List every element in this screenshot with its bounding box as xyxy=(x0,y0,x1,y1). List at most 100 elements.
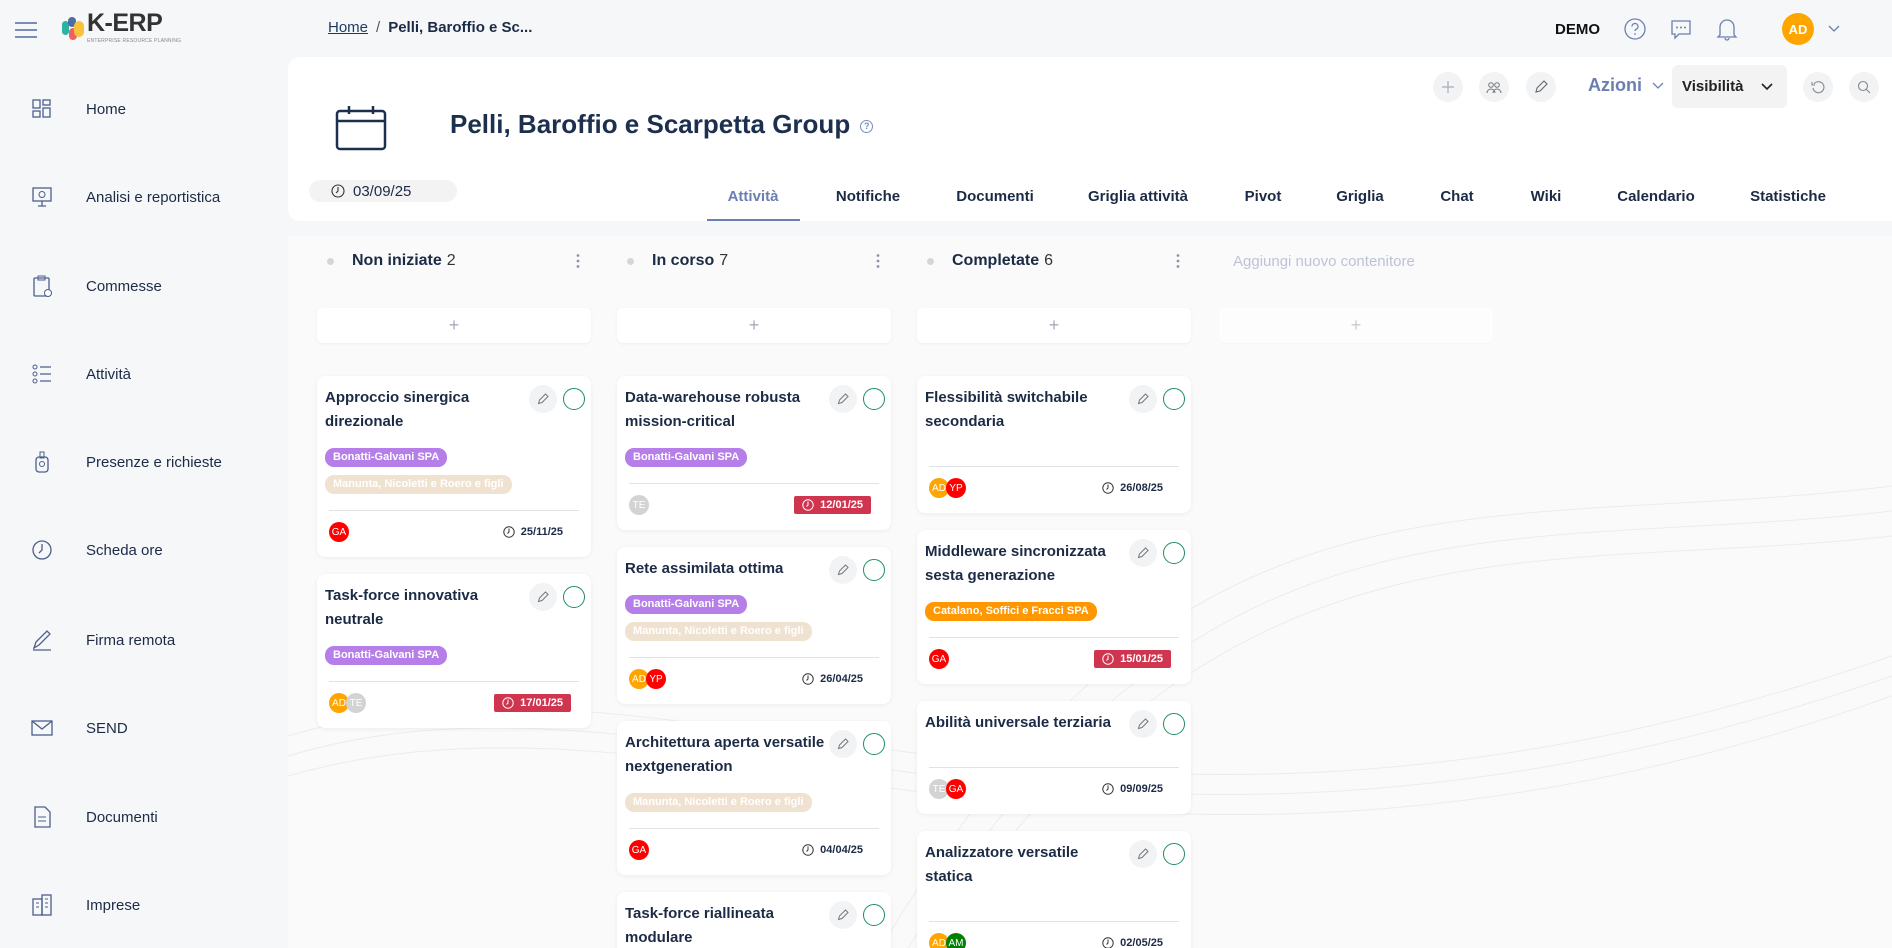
company-tag[interactable]: Manunta, Nicoletti e Roero e figli xyxy=(625,622,812,641)
company-tag[interactable]: Catalano, Soffici e Fracci SPA xyxy=(925,602,1097,621)
company-tag[interactable]: Bonatti-Galvani SPA xyxy=(325,448,448,467)
assignee-avatar[interactable]: GA xyxy=(946,779,966,799)
user-avatar[interactable]: AD xyxy=(1782,13,1814,45)
card-title[interactable]: Middleware sincronizzata sesta generazio… xyxy=(925,543,1106,584)
card-title[interactable]: Approccio sinergica direzionale xyxy=(325,389,470,430)
assignee-avatar[interactable]: AD xyxy=(329,693,349,713)
tab-notifiche[interactable]: Notifiche xyxy=(835,188,901,205)
add-card-button[interactable]: + xyxy=(317,308,591,343)
card-title[interactable]: Data-warehouse robusta mission-critical xyxy=(625,389,801,430)
complete-checkbox[interactable] xyxy=(563,586,585,608)
edit-button[interactable] xyxy=(1526,72,1556,102)
complete-checkbox[interactable] xyxy=(563,388,585,410)
visibility-dropdown[interactable]: Visibilità xyxy=(1672,65,1787,108)
notifications-bell-icon[interactable] xyxy=(1714,16,1740,42)
assignee-avatar[interactable]: AD xyxy=(629,669,649,689)
assignee-avatar[interactable]: TE xyxy=(629,495,649,515)
card-title[interactable]: Task-force riallineata modulare xyxy=(625,905,774,946)
tab-chat[interactable]: Chat xyxy=(1440,188,1474,205)
actions-dropdown[interactable]: Azioni xyxy=(1588,75,1664,96)
activity-card[interactable]: Analizzatore versatile statica AD AM 02/05/… xyxy=(917,831,1191,948)
add-card-button[interactable]: + xyxy=(917,308,1191,343)
sidebar-item-analisi-e-reportistica[interactable]: Analisi e reportistica xyxy=(0,177,288,217)
edit-card-button[interactable] xyxy=(829,556,857,584)
complete-checkbox[interactable] xyxy=(1163,843,1185,865)
assignee-avatar[interactable]: GA xyxy=(929,649,949,669)
card-title[interactable]: Task-force innovativa neutrale xyxy=(325,587,479,628)
tab-calendario[interactable]: Calendario xyxy=(1617,188,1695,205)
tab-griglia-attivit-[interactable]: Griglia attività xyxy=(1087,188,1189,205)
participants-button[interactable] xyxy=(1479,72,1509,102)
user-menu-chevron-icon[interactable] xyxy=(1828,20,1840,38)
company-tag[interactable]: Manunta, Nicoletti e Roero e figli xyxy=(625,793,812,812)
sidebar-item-send[interactable]: SEND xyxy=(0,708,288,748)
refresh-button[interactable] xyxy=(1803,72,1833,102)
add-button[interactable] xyxy=(1433,72,1463,102)
add-card-button[interactable]: + xyxy=(617,308,891,343)
assignee-avatar[interactable]: GA xyxy=(329,522,349,542)
activity-card[interactable]: Middleware sincronizzata sesta generazio… xyxy=(917,530,1191,684)
search-button[interactable] xyxy=(1849,72,1879,102)
edit-card-button[interactable] xyxy=(1129,840,1157,868)
activity-card[interactable]: Rete assimilata ottima Bonatti-Galvani SP… xyxy=(617,547,891,704)
edit-card-button[interactable] xyxy=(529,385,557,413)
assignee-avatar[interactable]: TE xyxy=(346,693,366,713)
assignee-avatar[interactable]: TE xyxy=(929,779,949,799)
sidebar-item-commesse[interactable]: Commesse xyxy=(0,266,288,306)
edit-card-button[interactable] xyxy=(829,385,857,413)
title-help-icon[interactable]: ? xyxy=(860,119,874,133)
assignee-avatar[interactable]: AM xyxy=(946,933,966,948)
tab-wiki[interactable]: Wiki xyxy=(1530,188,1562,205)
new-container-input[interactable]: Aggiungi nuovo contenitore xyxy=(1233,252,1415,270)
tab-griglia[interactable]: Griglia xyxy=(1336,188,1384,205)
sidebar-item-scheda-ore[interactable]: Scheda ore xyxy=(0,530,288,570)
sidebar-item-home[interactable]: Home xyxy=(0,89,288,129)
edit-card-button[interactable] xyxy=(1129,710,1157,738)
activity-card[interactable]: Flessibilità switchabile secondaria AD YP 2… xyxy=(917,376,1191,513)
activity-card[interactable]: Task-force riallineata modulare xyxy=(617,892,891,948)
complete-checkbox[interactable] xyxy=(863,904,885,926)
tab-statistiche[interactable]: Statistiche xyxy=(1750,188,1826,205)
complete-checkbox[interactable] xyxy=(1163,713,1185,735)
kebab-menu-icon[interactable] xyxy=(1175,253,1181,269)
kebab-menu-icon[interactable] xyxy=(575,253,581,269)
assignee-avatar[interactable]: YP xyxy=(946,478,966,498)
company-tag[interactable]: Bonatti-Galvani SPA xyxy=(625,448,748,467)
kebab-menu-icon[interactable] xyxy=(875,253,881,269)
complete-checkbox[interactable] xyxy=(863,733,885,755)
sidebar-item-imprese[interactable]: Imprese xyxy=(0,885,288,925)
tab-documenti[interactable]: Documenti xyxy=(956,188,1034,205)
edit-card-button[interactable] xyxy=(529,583,557,611)
activity-card[interactable]: Architettura aperta versatile nextgenera… xyxy=(617,721,891,875)
activity-card[interactable]: Task-force innovativa neutrale Bonatti-Ga… xyxy=(317,574,591,728)
activity-card[interactable]: Abilità universale terziaria TE GA 09/09/25 xyxy=(917,701,1191,814)
sidebar-item-documenti[interactable]: Documenti xyxy=(0,797,288,837)
complete-checkbox[interactable] xyxy=(863,388,885,410)
card-title[interactable]: Analizzatore versatile statica xyxy=(925,844,1079,885)
complete-checkbox[interactable] xyxy=(863,559,885,581)
sidebar-item-presenze-e-richieste[interactable]: Presenze e richieste xyxy=(0,442,288,482)
edit-card-button[interactable] xyxy=(1129,385,1157,413)
edit-card-button[interactable] xyxy=(829,901,857,929)
card-title[interactable]: Abilità universale terziaria xyxy=(925,714,1111,731)
assignee-avatar[interactable]: AD xyxy=(929,478,949,498)
sidebar-item-attivit-[interactable]: Attività xyxy=(0,354,288,394)
sidebar-item-firma-remota[interactable]: Firma remota xyxy=(0,620,288,660)
card-title[interactable]: Architettura aperta versatile nextgenera… xyxy=(625,734,825,775)
tab-pivot[interactable]: Pivot xyxy=(1244,188,1282,205)
activity-card[interactable]: Approccio sinergica direzionale Bonatti-G… xyxy=(317,376,591,557)
activity-card[interactable]: Data-warehouse robusta mission-critical B… xyxy=(617,376,891,530)
company-tag[interactable]: Manunta, Nicoletti e Roero e figli xyxy=(325,475,512,494)
complete-checkbox[interactable] xyxy=(1163,542,1185,564)
assignee-avatar[interactable]: AD xyxy=(929,933,949,948)
card-title[interactable]: Rete assimilata ottima xyxy=(625,560,784,577)
complete-checkbox[interactable] xyxy=(1163,388,1185,410)
breadcrumb-home[interactable]: Home xyxy=(328,19,369,36)
add-container-button[interactable]: + xyxy=(1219,308,1493,343)
edit-card-button[interactable] xyxy=(1129,539,1157,567)
help-icon[interactable] xyxy=(1622,16,1648,42)
company-tag[interactable]: Bonatti-Galvani SPA xyxy=(325,646,448,665)
edit-card-button[interactable] xyxy=(829,730,857,758)
tab-attivit-[interactable]: Attività xyxy=(727,188,779,205)
assignee-avatar[interactable]: GA xyxy=(629,840,649,860)
